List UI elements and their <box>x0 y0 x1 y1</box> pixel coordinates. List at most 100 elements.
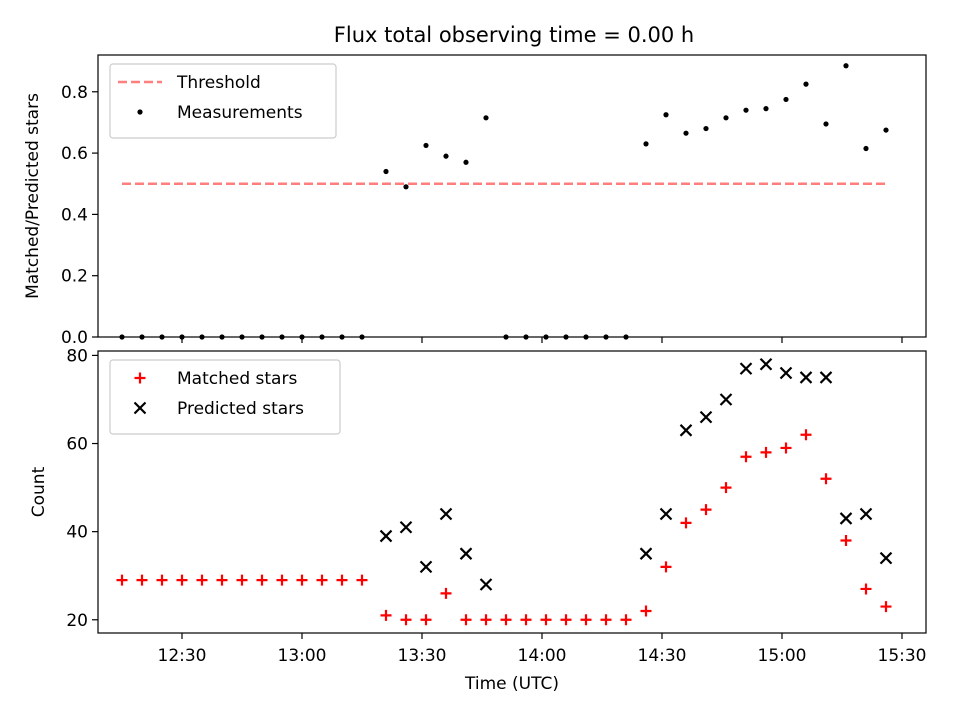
predicted-star-point <box>659 507 673 521</box>
measurement-point <box>139 334 145 340</box>
measurement-point <box>503 334 509 340</box>
matched-star-point <box>880 601 892 613</box>
measurement-point <box>319 334 325 340</box>
x-tick-label: 15:30 <box>878 646 927 666</box>
matched-star-point <box>500 614 512 626</box>
matched-star-point <box>440 587 452 599</box>
predicted-star-point <box>739 362 753 375</box>
measurement-point <box>299 334 305 340</box>
matched-star-point <box>840 534 852 546</box>
predicted-star-point <box>379 529 393 543</box>
measurement-point <box>279 334 285 340</box>
x-axis-label: Time (UTC) <box>464 674 559 694</box>
x-tick-label: 15:00 <box>758 646 807 666</box>
predicted-star-point <box>639 547 653 560</box>
measurement-point <box>643 141 649 147</box>
measurement-point <box>783 96 789 103</box>
predicted-star-point <box>799 371 813 384</box>
y-tick-label: 0.0 <box>61 328 88 348</box>
matched-star-point <box>136 574 148 586</box>
x-tick-label: 14:30 <box>638 646 687 666</box>
matched-star-point <box>460 614 472 626</box>
legend-swatch <box>137 109 143 115</box>
matched-star-point <box>156 574 168 586</box>
measurement-point <box>563 334 569 340</box>
measurement-point <box>199 334 205 340</box>
measurement-point <box>219 334 225 340</box>
predicted-star-point <box>439 507 453 521</box>
predicted-star-point <box>879 551 893 565</box>
measurement-point <box>239 334 245 340</box>
matched-star-point <box>196 574 208 586</box>
matched-star-point <box>860 583 872 595</box>
predicted-star-point <box>839 512 853 525</box>
matched-star-point <box>660 561 672 573</box>
predicted-star-point <box>779 366 793 380</box>
measurement-point <box>803 81 809 87</box>
matched-star-point <box>800 429 812 441</box>
x-tick-label: 14:00 <box>518 646 567 666</box>
chart-title: Flux total observing time = 0.00 h <box>334 23 694 47</box>
y-tick-label: 20 <box>66 611 88 631</box>
matched-star-point <box>236 574 248 586</box>
matched-star-point <box>760 446 772 458</box>
measurement-point <box>159 334 165 340</box>
legend-swatch <box>134 372 146 384</box>
matched-star-point <box>680 517 692 529</box>
measurement-point <box>543 334 549 340</box>
y-tick-label: 0.6 <box>61 144 88 164</box>
measurement-point <box>663 112 669 118</box>
measurement-point <box>383 168 389 175</box>
top-panel: 0.0 0.2 0.4 0.6 0.8 Matched/Predicted stars Th… <box>23 54 927 348</box>
measurement-point <box>463 159 469 165</box>
matched-star-point <box>580 614 592 626</box>
legend-box <box>109 359 341 435</box>
matched-star-point <box>720 482 732 494</box>
x-tick-label: 13:30 <box>398 646 447 666</box>
y-axis-label: Matched/Predicted stars <box>23 93 43 299</box>
measurement-point <box>403 184 409 190</box>
measurement-point <box>823 121 829 127</box>
predicted-star-point <box>459 547 473 560</box>
matched-star-point <box>600 614 612 626</box>
matched-star-point <box>336 574 348 586</box>
measurement-point <box>119 334 125 340</box>
predicted-star-point <box>719 393 733 406</box>
y-tick-label: 0.2 <box>61 267 88 287</box>
matched-star-point <box>480 614 492 626</box>
measurement-point <box>843 63 849 69</box>
measurement-point <box>603 334 609 340</box>
predicted-star-point <box>819 371 833 384</box>
legend-box <box>109 63 337 139</box>
measurement-point <box>763 106 769 112</box>
matched-star-point <box>276 574 288 586</box>
measurement-point <box>723 115 729 121</box>
matched-star-point <box>256 574 268 586</box>
measurement-point <box>883 127 889 133</box>
y-tick-label: 40 <box>66 523 88 543</box>
legend-label: Threshold <box>176 73 261 93</box>
measurement-point <box>743 107 749 113</box>
predicted-star-point <box>699 410 713 424</box>
predicted-star-point <box>759 357 773 371</box>
x-tick-label: 13:00 <box>278 646 327 666</box>
y-tick-label: 80 <box>66 346 88 366</box>
measurement-point <box>483 115 489 121</box>
predicted-star-point <box>419 560 433 574</box>
measurement-point <box>339 334 345 340</box>
matched-star-point <box>356 574 368 586</box>
axes-frame <box>97 350 927 634</box>
matched-star-point <box>540 614 552 626</box>
matched-star-point <box>780 442 792 454</box>
predicted-star-point <box>679 424 693 437</box>
y-tick-label: 0.4 <box>61 205 88 225</box>
matched-star-point <box>380 609 392 621</box>
matched-star-point <box>560 614 572 626</box>
matched-star-point <box>216 574 228 586</box>
matched-star-point <box>296 574 308 586</box>
matched-star-point <box>820 473 832 485</box>
predicted-star-point <box>479 578 493 591</box>
matched-star-point <box>176 574 188 586</box>
predicted-star-point <box>399 520 413 534</box>
